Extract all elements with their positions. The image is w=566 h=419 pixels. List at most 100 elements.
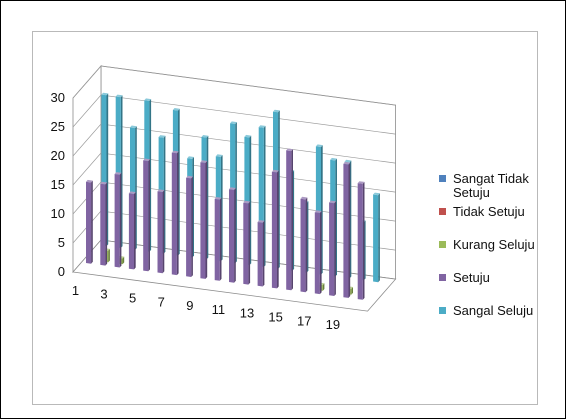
bar-top <box>172 108 180 111</box>
bar-setuju <box>157 189 165 274</box>
bar-side <box>134 192 136 270</box>
bar-top <box>187 156 194 159</box>
bar-top <box>314 210 322 213</box>
bar-setuju <box>171 150 179 276</box>
bar-top <box>130 125 137 129</box>
bar-top <box>158 135 166 138</box>
bar-side <box>248 201 251 285</box>
bar-top <box>200 160 208 163</box>
bar-front <box>229 189 235 283</box>
bar-side <box>334 201 336 296</box>
x-tick-label: 17 <box>297 313 311 328</box>
bar-front <box>171 152 177 276</box>
bar-top <box>329 200 336 204</box>
bar-front <box>143 160 149 272</box>
bar-top <box>143 158 150 162</box>
legend-label: Tidak Setuju <box>453 204 525 219</box>
bar-front <box>243 202 249 285</box>
bar-front <box>271 171 277 289</box>
bar-top <box>115 94 123 98</box>
x-tick-label: 3 <box>100 287 107 302</box>
x-tick-label: 15 <box>268 309 282 324</box>
bar-side <box>291 149 293 291</box>
x-tick-label: 13 <box>240 306 254 321</box>
gridline <box>72 123 396 164</box>
bar-top <box>357 181 365 184</box>
bar-side <box>91 180 93 264</box>
legend-swatch-setuju <box>439 274 446 281</box>
bar-side <box>205 161 208 279</box>
bar-front <box>186 177 192 277</box>
bar-setuju <box>343 161 351 298</box>
legend-swatch-sangat-tidak-setuju <box>439 175 446 182</box>
bar-front <box>343 163 349 298</box>
bar-top <box>271 169 279 173</box>
bar-top <box>100 181 108 185</box>
legend-swatch-tidak-setuju <box>439 208 446 215</box>
y-tick-label: 10 <box>51 206 65 221</box>
bar-setuju <box>229 187 236 283</box>
bar-setuju <box>314 210 322 295</box>
bar-top <box>373 192 380 196</box>
bar-side <box>234 188 236 283</box>
bar-front <box>373 194 379 283</box>
bar-top <box>171 150 179 154</box>
bar-top <box>215 154 223 157</box>
bar-front <box>128 193 134 270</box>
bar-top <box>343 161 351 165</box>
bar-setuju <box>329 200 336 296</box>
bar-setuju <box>86 179 93 264</box>
legend-item-tidak-setuju: Tidak Setuju <box>439 205 537 238</box>
bar-side <box>351 287 353 295</box>
y-tick-label: 20 <box>51 148 65 163</box>
gridline <box>72 152 396 193</box>
bar-front <box>257 222 263 287</box>
y-tick-label: 30 <box>51 90 65 105</box>
x-tick-label: 7 <box>158 294 165 309</box>
bar-front <box>357 183 363 300</box>
bar-side <box>277 170 279 289</box>
bar-side <box>319 211 322 295</box>
bar-top <box>229 187 236 190</box>
legend-swatch-kurang-setuju <box>439 241 446 248</box>
bar-setuju <box>214 197 222 281</box>
bar-sangat-setuju <box>373 192 380 283</box>
bar-front <box>286 150 292 291</box>
bar-front <box>300 198 306 293</box>
y-tick-label: 5 <box>58 235 65 250</box>
bar-side <box>348 162 351 298</box>
bar-side <box>305 197 308 293</box>
bar-side <box>162 190 165 274</box>
bar-side <box>105 182 108 266</box>
legend-label: Kurang Seluju <box>453 237 535 252</box>
bar-top <box>258 125 266 128</box>
legend-item-setuju: Setuju <box>439 271 537 304</box>
bar-top <box>101 92 109 96</box>
chart-area: 0 5 10 15 20 25 30 1 3 5 7 9 11 13 15 17 19 Sangat Tidak… <box>32 31 538 405</box>
bar-setuju <box>286 148 293 291</box>
legend-item-sangat-tidak-setuju: Sangat Tidak Setuju <box>439 172 537 205</box>
bar-front <box>86 181 92 264</box>
bar-top <box>315 144 323 147</box>
x-tick-label: 19 <box>326 317 340 332</box>
bar-top <box>114 172 122 175</box>
bar-side <box>322 283 325 291</box>
bar-front <box>200 162 206 279</box>
bar-side <box>122 256 125 265</box>
bar-side <box>119 172 122 268</box>
x-tick-label: 1 <box>72 283 79 298</box>
bar-top <box>330 157 337 161</box>
legend-label: Sangal Seluju <box>453 303 534 318</box>
bar-top <box>273 109 280 113</box>
bar-front <box>329 202 335 296</box>
bar-top <box>157 189 165 192</box>
bar-side <box>191 176 193 277</box>
bar-setuju <box>257 220 265 287</box>
bar-top <box>201 135 209 138</box>
bar-side <box>148 159 150 272</box>
bar-front <box>214 198 220 281</box>
y-tick-label: 25 <box>51 119 65 134</box>
bar-side <box>108 248 110 263</box>
